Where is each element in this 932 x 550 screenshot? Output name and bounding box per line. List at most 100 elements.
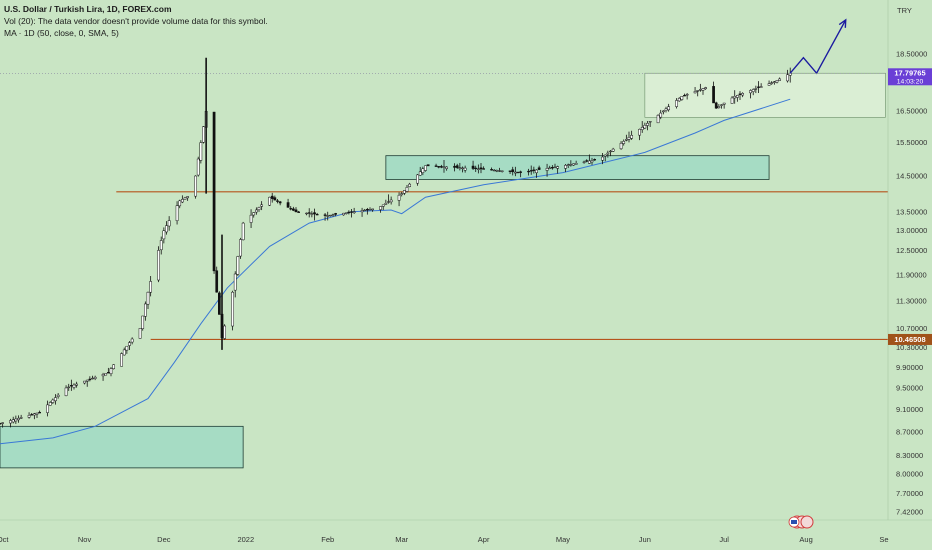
candle: [714, 101, 718, 109]
y-tick-label: 9.50000: [896, 383, 923, 392]
candle: [442, 160, 446, 173]
candle-body: [611, 148, 615, 152]
candle: [120, 352, 123, 367]
candle-body: [482, 168, 485, 170]
candle-body: [387, 201, 390, 203]
candle-body: [178, 200, 182, 207]
candle: [88, 376, 92, 382]
candle-body: [231, 291, 234, 327]
candle: [323, 213, 327, 221]
candle-body: [545, 168, 549, 171]
candle: [736, 94, 739, 102]
symbol-title[interactable]: U.S. Dollar / Turkish Lira, 1D, FOREX.co…: [4, 4, 172, 14]
candle-body: [46, 404, 49, 413]
candle: [350, 209, 353, 218]
candle-body: [107, 372, 110, 374]
candle: [167, 216, 171, 231]
candles-layer: [0, 57, 792, 428]
candle: [757, 81, 760, 94]
candle-body: [75, 383, 78, 386]
candle-body: [196, 158, 200, 176]
y-tick-label: 13.50000: [896, 207, 927, 216]
candle-body: [627, 137, 631, 140]
candle: [289, 206, 293, 211]
candle: [553, 163, 557, 169]
candle-body: [537, 167, 541, 170]
candle-body: [566, 164, 570, 166]
candle-body: [403, 190, 406, 194]
price-axis[interactable]: [888, 0, 932, 520]
y-tick-label: 10.70000: [896, 324, 927, 333]
candle-body: [289, 208, 293, 210]
candle-body: [149, 281, 152, 293]
x-tick-label: Se: [879, 535, 888, 544]
candle-body: [366, 209, 369, 211]
candle-body: [556, 166, 559, 169]
candle-body: [368, 209, 372, 211]
candle-body: [202, 126, 205, 143]
y-tick-label: 16.50000: [896, 107, 927, 116]
volume-indicator-label[interactable]: Vol (20): The data vendor doesn't provid…: [4, 16, 268, 26]
candle-body: [646, 123, 649, 126]
candle: [19, 414, 23, 419]
candle-body: [593, 159, 596, 161]
ma-indicator-label[interactable]: MA · 1D (50, close, 0, SMA, 5): [4, 28, 119, 38]
candle: [384, 199, 388, 205]
candle: [162, 227, 166, 244]
candle-body: [199, 142, 203, 161]
time-axis[interactable]: [0, 521, 888, 550]
candle-body: [67, 386, 71, 389]
candle: [471, 160, 475, 170]
candle: [334, 212, 337, 217]
candle-body: [741, 93, 744, 96]
candle-body: [194, 175, 197, 197]
candle: [17, 415, 20, 423]
candle-body: [416, 174, 419, 184]
candle-body: [128, 342, 131, 346]
candle-body: [223, 325, 226, 339]
candle: [46, 400, 49, 417]
candle-body: [70, 385, 73, 387]
candle: [680, 96, 684, 101]
candle-body: [778, 78, 781, 81]
candle-body: [601, 156, 604, 161]
candle-body: [268, 196, 271, 206]
candle-body: [384, 202, 388, 205]
candle: [297, 210, 300, 213]
candle-body: [125, 345, 129, 351]
candle-body: [751, 89, 755, 92]
candle-body: [122, 349, 126, 356]
candle-body: [582, 161, 586, 163]
x-tick-label: Nov: [78, 535, 92, 544]
candle-body: [323, 214, 327, 216]
candle-body: [165, 225, 168, 233]
candle-body: [461, 167, 464, 169]
candle: [186, 196, 189, 201]
candle-body: [418, 171, 422, 176]
candle: [751, 88, 755, 96]
candle-body: [519, 171, 522, 173]
x-tick-label: May: [556, 535, 570, 544]
economic-events-icon[interactable]: [788, 515, 814, 529]
candle-body: [680, 96, 684, 100]
candle: [276, 198, 279, 204]
candle-body: [500, 170, 504, 172]
candle-body: [305, 212, 308, 215]
candle: [70, 379, 73, 391]
candle-body: [352, 211, 356, 213]
candle-body: [590, 160, 594, 163]
candle-body: [677, 98, 681, 102]
candle-body: [241, 222, 245, 241]
candle: [85, 379, 89, 387]
candle-body: [27, 414, 31, 418]
projection-path: [789, 19, 847, 75]
candle: [212, 111, 216, 274]
candle: [778, 77, 781, 81]
candle-body: [434, 165, 438, 167]
candle: [403, 190, 406, 196]
candle: [511, 166, 515, 176]
candle: [572, 163, 575, 166]
candle-body: [495, 170, 499, 172]
candle: [445, 166, 448, 171]
